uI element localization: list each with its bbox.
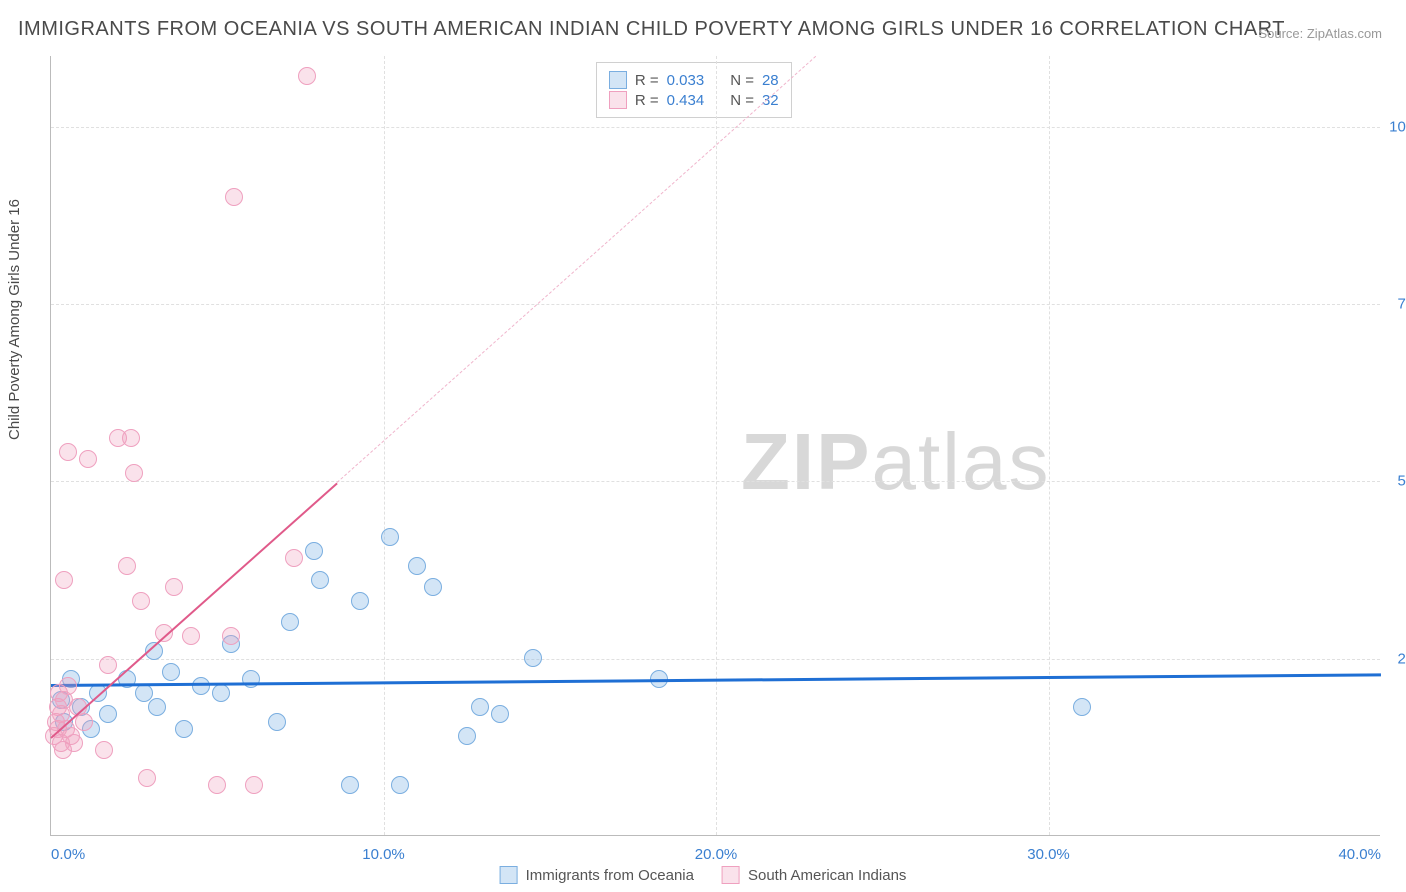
data-point [165, 578, 183, 596]
data-point [524, 649, 542, 667]
watermark-zip: ZIP [741, 417, 871, 506]
data-point [281, 613, 299, 631]
n-label: N = [730, 92, 754, 109]
data-point [135, 684, 153, 702]
data-point [424, 578, 442, 596]
data-point [175, 720, 193, 738]
y-axis-label: Child Poverty Among Girls Under 16 [6, 199, 23, 440]
data-point [192, 677, 210, 695]
chart-title: IMMIGRANTS FROM OCEANIA VS SOUTH AMERICA… [18, 18, 1285, 41]
legend-label: South American Indians [748, 867, 906, 884]
legend-swatch [722, 866, 740, 884]
r-label: R = [635, 92, 659, 109]
data-point [132, 592, 150, 610]
y-tick-label: 50.0% [1385, 473, 1406, 490]
trend-line [337, 56, 816, 483]
data-point [471, 698, 489, 716]
gridline-v [384, 56, 385, 835]
plot-area: ZIPatlas R =0.033N =28R =0.434N =32 25.0… [50, 56, 1380, 836]
y-tick-label: 25.0% [1385, 650, 1406, 667]
legend-item: South American Indians [722, 866, 906, 884]
data-point [341, 776, 359, 794]
n-value: 28 [762, 72, 779, 89]
data-point [182, 627, 200, 645]
data-point [222, 627, 240, 645]
data-point [408, 557, 426, 575]
data-point [95, 741, 113, 759]
y-tick-label: 100.0% [1385, 118, 1406, 135]
watermark-atlas: atlas [871, 417, 1050, 506]
data-point [122, 429, 140, 447]
legend-item: Immigrants from Oceania [500, 866, 694, 884]
data-point [245, 776, 263, 794]
data-point [59, 443, 77, 461]
x-tick-label: 20.0% [695, 846, 738, 863]
legend-label: Immigrants from Oceania [526, 867, 694, 884]
chart-container: IMMIGRANTS FROM OCEANIA VS SOUTH AMERICA… [0, 0, 1406, 892]
data-point [148, 698, 166, 716]
legend-swatch [609, 71, 627, 89]
data-point [99, 656, 117, 674]
legend-stats-box: R =0.033N =28R =0.434N =32 [596, 62, 792, 118]
legend-swatch [500, 866, 518, 884]
gridline-v [1049, 56, 1050, 835]
legend-stats-row: R = 0.033 N = 28 [609, 71, 779, 89]
data-point [311, 571, 329, 589]
watermark: ZIPatlas [741, 416, 1050, 508]
gridline-v [716, 56, 717, 835]
data-point [125, 464, 143, 482]
data-point [118, 557, 136, 575]
data-point [305, 542, 323, 560]
n-label: N = [730, 72, 754, 89]
data-point [268, 713, 286, 731]
x-tick-label: 30.0% [1027, 846, 1070, 863]
data-point [285, 549, 303, 567]
data-point [99, 705, 117, 723]
r-value: 0.434 [667, 92, 705, 109]
trend-line [50, 482, 337, 738]
data-point [162, 663, 180, 681]
data-point [1073, 698, 1091, 716]
data-point [65, 734, 83, 752]
legend-bottom: Immigrants from Oceania South American In… [500, 866, 907, 884]
x-tick-label: 40.0% [1338, 846, 1381, 863]
r-value: 0.033 [667, 72, 705, 89]
data-point [208, 776, 226, 794]
legend-stats-row: R =0.434N =32 [609, 91, 779, 109]
data-point [212, 684, 230, 702]
data-point [225, 188, 243, 206]
x-tick-label: 10.0% [362, 846, 405, 863]
data-point [55, 571, 73, 589]
data-point [79, 450, 97, 468]
data-point [298, 67, 316, 85]
data-point [138, 769, 156, 787]
data-point [381, 528, 399, 546]
data-point [351, 592, 369, 610]
data-point [491, 705, 509, 723]
data-point [391, 776, 409, 794]
x-tick-label: 0.0% [51, 846, 85, 863]
data-point [458, 727, 476, 745]
source-label: Source: ZipAtlas.com [1258, 26, 1382, 41]
data-point [59, 677, 77, 695]
y-tick-label: 75.0% [1385, 296, 1406, 313]
legend-swatch [609, 91, 627, 109]
r-label: R = [635, 72, 659, 89]
